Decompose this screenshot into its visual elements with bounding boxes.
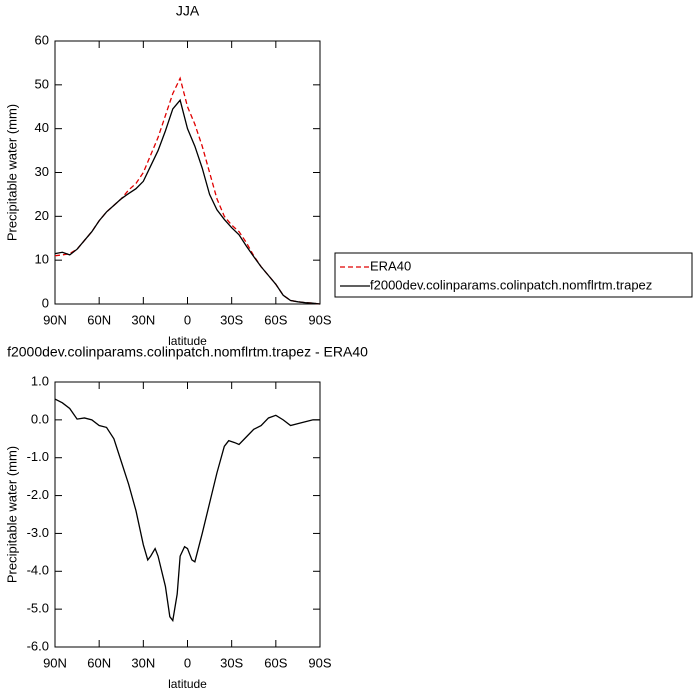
- y-tick-label: -6.0: [27, 638, 49, 653]
- legend-box: [334, 252, 693, 298]
- chart-title: f2000dev.colinparams.colinpatch.nomflrtm…: [7, 344, 368, 360]
- y-tick-label: -1.0: [27, 449, 49, 464]
- x-tick-label: 30S: [220, 312, 243, 327]
- y-tick-label: 30: [35, 164, 49, 179]
- plot-frame: [54, 40, 321, 305]
- y-tick-label: 20: [35, 208, 49, 223]
- x-tick-label: 60N: [87, 312, 111, 327]
- y-tick-label: -2.0: [27, 487, 49, 502]
- x-tick-label: 0: [184, 655, 191, 670]
- x-tick-label: 60S: [264, 655, 287, 670]
- y-tick-label: 50: [35, 76, 49, 91]
- x-tick-label: 30N: [131, 655, 155, 670]
- y-tick-label: 60: [35, 32, 49, 47]
- x-tick-label: 90S: [308, 655, 331, 670]
- data-line: [54, 76, 321, 305]
- x-tick-label: 90N: [43, 655, 67, 670]
- legend-label: f2000dev.colinparams.colinpatch.nomflrtm…: [370, 277, 652, 292]
- y-axis-label: Precipitable water (mm): [4, 446, 19, 583]
- data-line: [54, 398, 320, 623]
- x-tick-label: 30S: [220, 655, 243, 670]
- x-tick-label: 60N: [87, 655, 111, 670]
- x-tick-label: 0: [184, 312, 191, 327]
- legend-label: ERA40: [370, 258, 411, 273]
- x-tick-label: 90N: [43, 312, 67, 327]
- y-tick-label: -5.0: [27, 601, 49, 616]
- y-tick-label: 1.0: [31, 373, 49, 388]
- x-axis-label: latitude: [168, 677, 207, 691]
- x-tick-label: 90S: [308, 312, 331, 327]
- x-axis-label: latitude: [168, 334, 207, 348]
- y-tick-label: 10: [35, 252, 49, 267]
- y-tick-label: 0: [42, 295, 49, 310]
- data-line: [54, 98, 321, 305]
- y-tick-label: 40: [35, 120, 49, 135]
- chart-title: JJA: [176, 3, 200, 19]
- y-tick-label: 0.0: [31, 411, 49, 426]
- x-tick-label: 30N: [131, 312, 155, 327]
- y-tick-label: -4.0: [27, 563, 49, 578]
- x-tick-label: 60S: [264, 312, 287, 327]
- y-axis-label: Precipitable water (mm): [4, 104, 19, 241]
- y-tick-label: -3.0: [27, 525, 49, 540]
